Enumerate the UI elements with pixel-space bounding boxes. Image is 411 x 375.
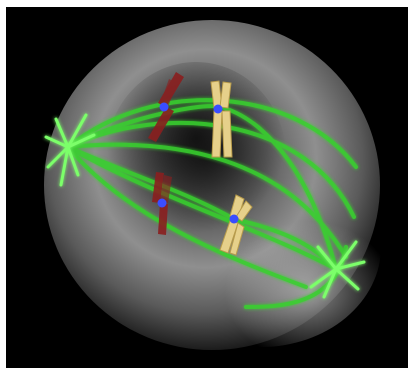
cell-inner-shadow — [106, 62, 286, 252]
cell-division-illustration — [44, 20, 381, 350]
yellow-chromosome-lower — [219, 194, 253, 256]
centromeres — [157, 102, 239, 224]
red-chromosome-upper — [148, 72, 184, 142]
left-aster — [44, 113, 96, 187]
yellow-chromosome-upper — [210, 80, 233, 158]
red-chromosome-lower — [152, 172, 172, 235]
microscopy-image-panel — [6, 7, 408, 368]
right-aster — [309, 240, 366, 299]
